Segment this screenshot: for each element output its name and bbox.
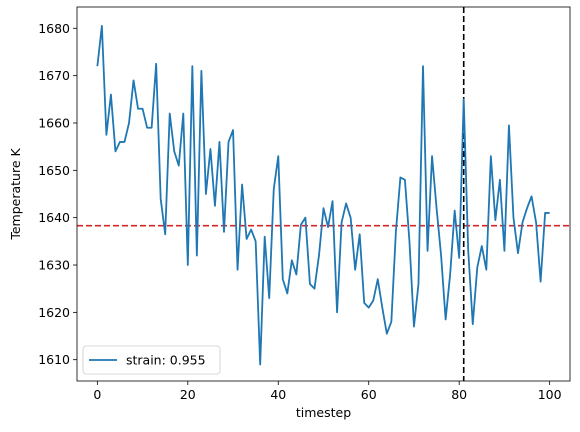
x-tick-label: 0 (93, 387, 101, 402)
x-tick-label: 100 (538, 387, 562, 402)
x-tick-label: 40 (270, 387, 286, 402)
axes-frame (76, 6, 571, 382)
x-tick-label: 60 (361, 387, 377, 402)
y-axis-label: Temperature K (8, 148, 23, 241)
x-tick-label: 80 (451, 387, 467, 402)
legend-box (82, 345, 221, 375)
x-axis-ticks: 0 20 40 60 80 100 (93, 381, 562, 402)
y-tick-label: 1640 (38, 210, 70, 225)
x-axis-label: timestep (296, 405, 351, 420)
y-tick-label: 1630 (38, 258, 70, 273)
y-tick-label: 1670 (38, 68, 70, 83)
y-tick-label: 1610 (38, 352, 70, 367)
y-tick-label: 1620 (38, 305, 70, 320)
legend-label: strain: 0.955 (126, 353, 206, 368)
y-tick-label: 1660 (38, 115, 70, 130)
y-axis-ticks: 1610 1620 1630 1640 1650 1660 1670 1680 (38, 21, 77, 367)
y-tick-label: 1650 (38, 163, 70, 178)
y-tick-label: 1680 (38, 21, 70, 36)
x-tick-label: 20 (180, 387, 196, 402)
series-line-0 (96, 25, 550, 366)
series-layer (96, 25, 550, 366)
legend: strain: 0.955 (82, 345, 221, 375)
